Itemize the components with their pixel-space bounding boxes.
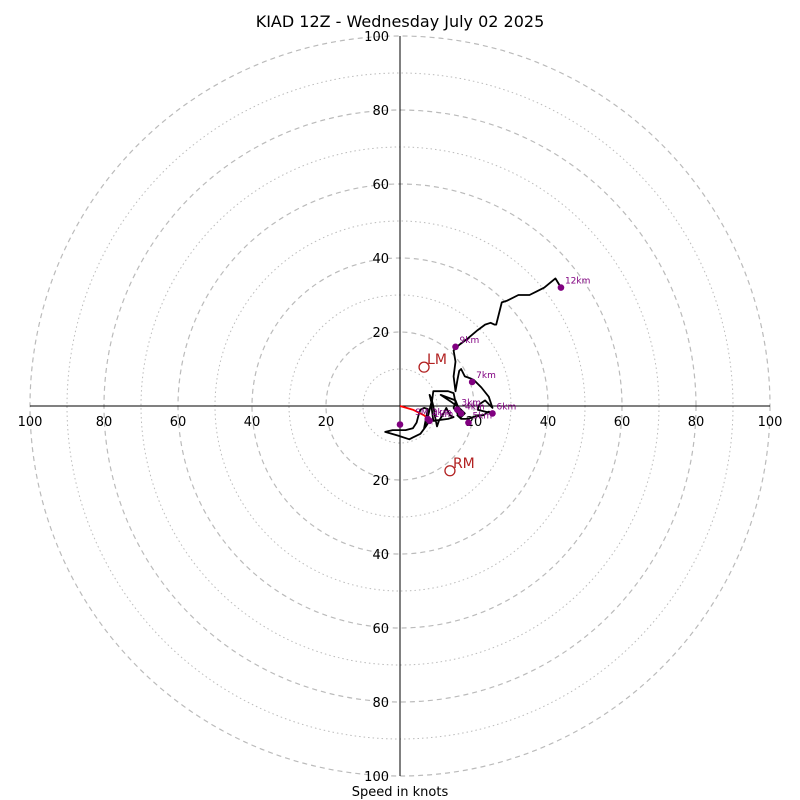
height-marker-label: 6km bbox=[497, 402, 517, 412]
height-marker-point bbox=[468, 378, 476, 386]
tick-label-left: 40 bbox=[244, 415, 261, 430]
tick-label-left: 20 bbox=[318, 415, 335, 430]
tick-label-right: 60 bbox=[614, 415, 631, 430]
storm-motion-markers: LM RM bbox=[418, 352, 475, 477]
height-marker-point bbox=[457, 410, 465, 417]
storm-motion-label: LM bbox=[427, 352, 447, 368]
height-marker-label: 12km bbox=[565, 277, 590, 287]
storm-motion-label: RM bbox=[453, 456, 475, 472]
axis-tick-labels: 100 80 60 40 20 20 40 60 80 100100806040202040608… bbox=[18, 30, 783, 785]
tick-label-left: 100 bbox=[18, 415, 43, 430]
height-marker-point bbox=[396, 421, 404, 428]
tick-label-bottom: 20 bbox=[372, 474, 389, 489]
height-marker-point bbox=[424, 415, 432, 423]
storm-motion-marker bbox=[444, 465, 456, 477]
height-marker-label: 2km bbox=[432, 408, 452, 418]
tick-label-top: 40 bbox=[372, 252, 389, 267]
height-marker-label: 1km bbox=[434, 410, 454, 420]
tick-label-top: 100 bbox=[364, 30, 389, 45]
tick-label-right: 80 bbox=[688, 415, 705, 430]
height-marker-point bbox=[557, 284, 565, 291]
tick-label-right: 40 bbox=[540, 415, 557, 430]
height-marker-point bbox=[452, 343, 459, 351]
tick-label-top: 60 bbox=[372, 178, 389, 193]
tick-label-bottom: 40 bbox=[372, 548, 389, 563]
height-marker-label: 4km bbox=[465, 402, 485, 412]
height-marker-point bbox=[489, 410, 496, 417]
chart-title: KIAD 12Z - Wednesday July 02 2025 bbox=[256, 12, 545, 31]
tick-label-left: 80 bbox=[96, 415, 113, 430]
tick-label-left: 60 bbox=[170, 415, 187, 430]
tick-label-bottom: 100 bbox=[364, 770, 389, 785]
height-marker-label: 3km bbox=[461, 399, 481, 409]
tick-label-bottom: 60 bbox=[372, 622, 389, 637]
tick-label-right: 100 bbox=[758, 415, 783, 430]
storm-motion-marker bbox=[418, 361, 430, 373]
tick-label-top: 20 bbox=[372, 326, 389, 341]
tick-label-bottom: 80 bbox=[372, 696, 389, 711]
height-marker-label: 5km bbox=[472, 412, 492, 422]
x-axis-label: Speed in knots bbox=[352, 785, 449, 800]
annotation-label: SM bbox=[415, 408, 428, 418]
height-marker-label: 9km bbox=[460, 336, 480, 346]
tick-label-top: 80 bbox=[372, 104, 389, 119]
height-marker-point bbox=[465, 419, 472, 426]
hodograph-trace-line bbox=[384, 277, 562, 441]
height-marker-label: 7km bbox=[476, 371, 496, 381]
